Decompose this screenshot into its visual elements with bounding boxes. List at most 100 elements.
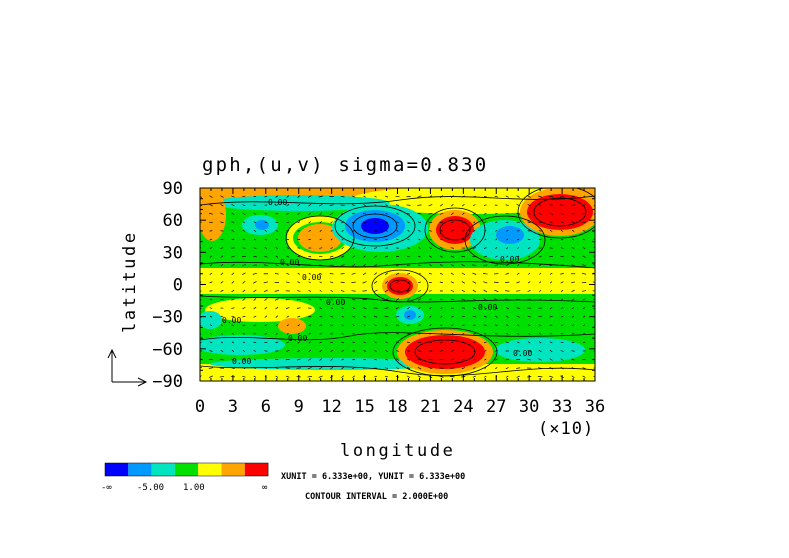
axis-ticks xyxy=(199,187,596,382)
wind-vector xyxy=(472,298,476,301)
wind-vector xyxy=(472,264,477,266)
wind-vector xyxy=(209,324,213,327)
wind-vector xyxy=(374,221,377,224)
wind-vector xyxy=(461,367,466,370)
wind-vector xyxy=(209,204,213,207)
wind-vector xyxy=(593,221,595,223)
wind-vector xyxy=(396,341,399,344)
wind-vector xyxy=(297,324,300,327)
wind-vector xyxy=(362,281,367,284)
wind-vector xyxy=(528,272,531,275)
wind-vector xyxy=(505,195,509,198)
wind-vector xyxy=(385,333,388,335)
wind-vector xyxy=(538,264,542,267)
y-tick-label: −60 xyxy=(152,340,183,360)
wind-vector xyxy=(263,289,268,293)
wind-vector xyxy=(297,247,301,249)
wind-vector xyxy=(330,221,333,224)
wind-vector xyxy=(494,306,498,310)
wind-vector xyxy=(461,272,466,275)
wind-vector xyxy=(242,316,246,318)
wind-vector xyxy=(428,264,432,267)
wind-vector xyxy=(450,247,454,249)
wind-vector xyxy=(209,341,213,344)
wind-vector xyxy=(484,358,487,361)
wind-vector xyxy=(374,324,377,327)
wind-vector xyxy=(439,212,444,215)
wind-vector xyxy=(582,367,586,369)
wind-vector xyxy=(418,238,421,241)
wind-vector xyxy=(352,324,355,327)
wind-vector xyxy=(593,238,595,240)
wind-vector xyxy=(285,281,290,284)
wind-vector xyxy=(517,332,520,335)
wind-vector xyxy=(219,375,225,378)
wind-vector xyxy=(275,315,279,318)
contour xyxy=(200,332,595,341)
wind-vector xyxy=(307,367,312,370)
wind-vector xyxy=(396,230,399,232)
wind-vector xyxy=(516,341,520,344)
wind-vector xyxy=(582,213,586,215)
wind-vector xyxy=(593,247,595,249)
wind-vector xyxy=(286,204,290,207)
wind-vector xyxy=(516,307,521,309)
wind-vector xyxy=(319,333,322,335)
wind-vector xyxy=(406,350,411,352)
wind-vector xyxy=(363,195,366,198)
wind-vector xyxy=(330,307,333,309)
wind-vector xyxy=(330,238,333,241)
wind-vector xyxy=(209,307,213,309)
wind-vector xyxy=(538,333,542,335)
wind-vector xyxy=(417,221,422,224)
wind-vector xyxy=(330,229,333,232)
wind-vector xyxy=(319,341,322,344)
wind-vector xyxy=(406,366,411,370)
wind-vector xyxy=(439,350,444,352)
wind-vector xyxy=(462,212,465,215)
wind-vector xyxy=(275,358,279,361)
wind-vector xyxy=(550,298,553,301)
wind-vector xyxy=(286,212,290,215)
wind-vector xyxy=(428,204,433,207)
x-tick-label: 27 xyxy=(486,397,506,417)
wind-vector xyxy=(483,255,488,258)
wind-vector xyxy=(308,281,311,284)
wind-vector xyxy=(572,315,575,318)
wind-vector xyxy=(308,238,312,241)
wind-vector xyxy=(275,255,279,258)
contour-label: 0.00 xyxy=(280,258,299,267)
wind-vector xyxy=(318,375,323,378)
wind-vector xyxy=(472,281,477,284)
wind-vector xyxy=(582,255,586,258)
wind-vector xyxy=(417,375,422,379)
wind-vector xyxy=(440,315,443,318)
wind-vector xyxy=(549,333,553,335)
wind-vector xyxy=(363,255,366,258)
colorbar-label-pos-inf: ∞ xyxy=(262,483,268,493)
colorbar-swatch xyxy=(151,463,175,476)
wind-vector xyxy=(560,366,564,370)
y-tick-labels: −90 −60 −30 0 30 60 90 xyxy=(152,179,183,392)
wind-vector xyxy=(483,289,488,293)
wind-vector xyxy=(593,204,595,207)
wind-vector xyxy=(341,255,345,258)
wind-vector xyxy=(319,307,323,309)
wind-vector xyxy=(252,272,258,275)
colorbar-frame xyxy=(104,462,269,477)
wind-vector xyxy=(429,307,432,310)
wind-vector xyxy=(308,324,312,327)
wind-vector xyxy=(440,307,443,309)
contour-label: 0.00 xyxy=(302,273,321,282)
wind-vector xyxy=(472,272,477,275)
wind-vector xyxy=(308,349,312,353)
contour xyxy=(533,197,587,227)
wind-vector xyxy=(286,238,290,241)
wind-vector xyxy=(319,349,322,353)
contour xyxy=(414,339,476,365)
wind-vector xyxy=(472,204,476,207)
wind-vector xyxy=(275,367,279,370)
x-tick-label: 33 xyxy=(552,397,572,417)
wind-vector xyxy=(200,221,202,223)
wind-vector xyxy=(385,280,388,284)
